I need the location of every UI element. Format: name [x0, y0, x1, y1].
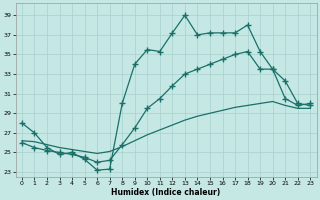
X-axis label: Humidex (Indice chaleur): Humidex (Indice chaleur) [111, 188, 221, 197]
